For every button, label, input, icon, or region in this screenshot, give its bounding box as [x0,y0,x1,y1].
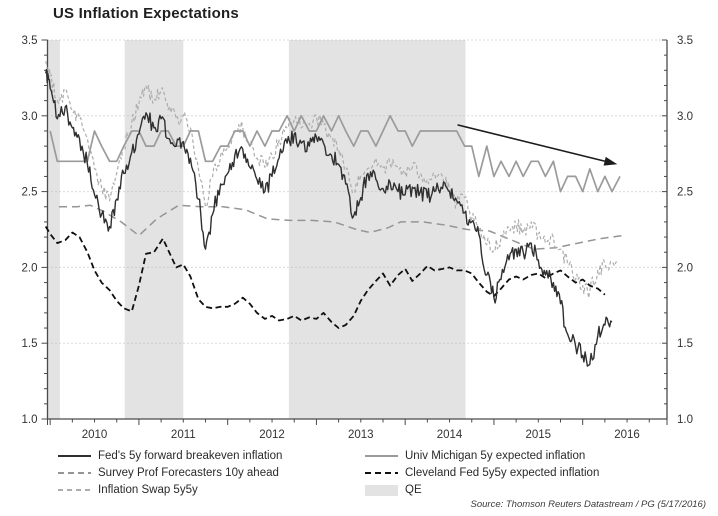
qe-band-swatch-icon [365,484,398,496]
qe-band [124,40,184,419]
qe-band [47,40,60,419]
y-axis-label-left: 2.5 [22,187,38,199]
legend-item-michigan: Univ Michigan 5y expected inflation [365,447,599,464]
swap-line-swatch-icon [58,484,91,496]
legend-item-cleveland: Cleveland Fed 5y5y expected inflation [365,464,599,481]
trend-arrow-line [457,124,609,163]
breakeven-line-swatch-icon [58,450,91,462]
x-axis-label: 2011 [171,429,196,441]
legend-item-qe: QE [365,481,599,498]
y-axis-label-right: 3.0 [677,111,693,123]
series-swap [45,61,617,299]
series-cleveland [44,226,606,329]
y-axis-label-left: 1.5 [22,338,38,350]
legend-label: Cleveland Fed 5y5y expected inflation [405,466,600,479]
y-axis-label-left: 1.0 [22,414,38,426]
legend-item-spf: Survey Prof Forecasters 10y ahead [58,464,282,481]
y-axis-label-right: 1.5 [677,338,693,350]
y-axis-label-left: 3.5 [22,35,38,47]
x-axis-label: 2013 [348,429,374,441]
x-axis-label: 2014 [437,429,463,441]
y-axis-label-left: 2.0 [22,262,38,274]
trend-arrow-head-icon [603,156,618,166]
legend-label: Univ Michigan 5y expected inflation [405,449,586,462]
legend-column-right: Univ Michigan 5y expected inflation Clev… [365,447,599,498]
legend-label: QE [405,483,422,496]
legend-item-breakeven: Fed's 5y forward breakeven inflation [58,447,282,464]
cleveland-line-swatch-icon [365,467,398,479]
legend-label: Inflation Swap 5y5y [98,483,198,496]
x-axis-label: 2010 [82,429,108,441]
x-axis-label: 2015 [526,429,552,441]
legend-column-left: Fed's 5y forward breakeven inflation Sur… [58,447,282,498]
qe-band [288,40,466,419]
series-breakeven [45,68,613,367]
series-spf [59,204,623,250]
y-axis-label-right: 3.5 [677,35,693,47]
series-michigan [49,114,621,193]
chart-title: US Inflation Expectations [53,5,239,22]
x-axis-label: 2012 [259,429,285,441]
y-axis-label-right: 1.0 [677,414,693,426]
y-axis-label-right: 2.0 [677,262,693,274]
y-axis-label-right: 2.5 [677,187,693,199]
michigan-line-swatch-icon [365,450,398,462]
y-axis-label-left: 3.0 [22,111,38,123]
source-attribution: Source: Thomson Reuters Datastream / PG … [470,499,707,510]
x-axis-label: 2016 [614,429,640,441]
legend-label: Survey Prof Forecasters 10y ahead [98,466,279,479]
legend-item-swap: Inflation Swap 5y5y [58,481,282,498]
spf-line-swatch-icon [58,467,91,479]
legend-label: Fed's 5y forward breakeven inflation [98,449,283,462]
